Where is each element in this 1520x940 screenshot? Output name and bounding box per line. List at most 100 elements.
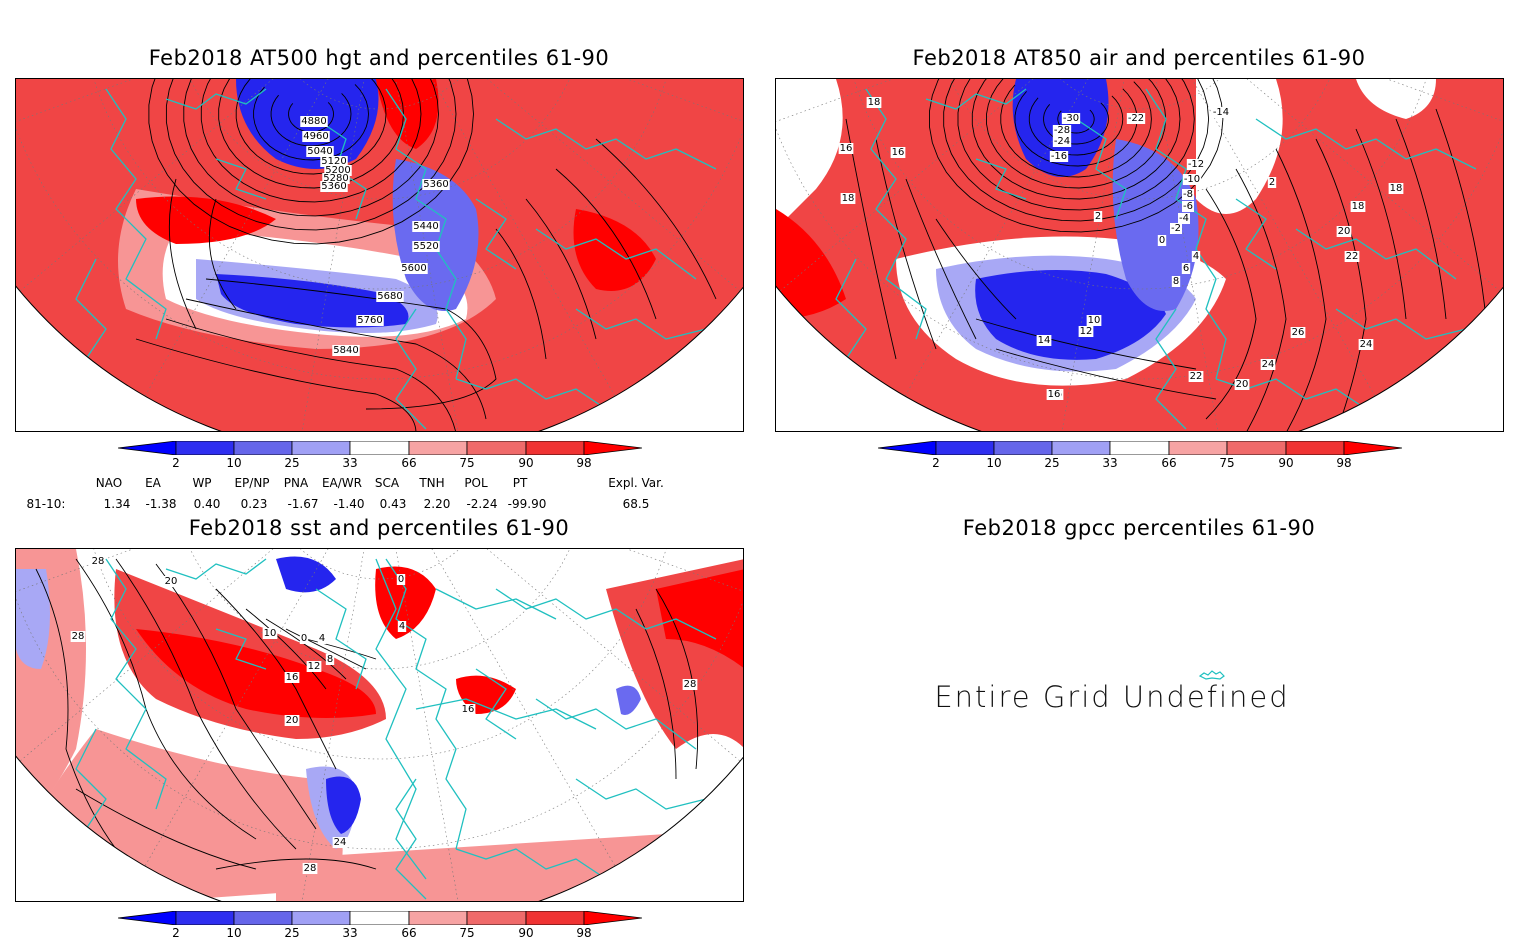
latitude-circle [16, 79, 743, 380]
contour-label: -16 [1051, 151, 1067, 162]
contour-label-bg [284, 672, 300, 683]
teleconnection-value: 68.5 [622, 497, 650, 511]
panel-title-air850: Feb2018 AT850 air and percentiles 61-90 [912, 46, 1366, 70]
colorbar-segment [1168, 440, 1228, 456]
colorbar-tick-label: 25 [1044, 456, 1060, 470]
contour-label: 18 [842, 193, 855, 204]
colorbar-tick-label: 98 [1336, 456, 1352, 470]
contour-label-bg [322, 173, 350, 184]
teleconnection-header: NAO [95, 476, 123, 490]
teleconnection-value: -2.24 [466, 497, 498, 511]
strong-warm-anomaly-pacific-east [656, 569, 743, 669]
contour-label-bg [300, 116, 328, 127]
contour-line [305, 638, 377, 660]
teleconnection-value: -1.67 [287, 497, 319, 511]
contour-label: -4 [1179, 213, 1189, 224]
colorbar-segment [935, 440, 995, 456]
contour-line [1057, 109, 1095, 134]
colorbar-tick-label: 10 [226, 456, 242, 470]
contour-label-bg [1336, 226, 1352, 237]
coastline [395, 308, 427, 430]
teleconnection-header: WP [192, 476, 212, 490]
contour-label: -28 [1054, 125, 1070, 136]
contour-label-bg [1182, 201, 1194, 212]
contour-label: 22 [1190, 371, 1203, 382]
coastline [495, 588, 717, 640]
contour-label: 16 [462, 704, 475, 715]
latitude-circle [929, 79, 1351, 200]
cold-anomaly-atlantic [1112, 139, 1199, 311]
teleconnection-header: EP/NP [234, 476, 270, 490]
contour-label-bg [1182, 174, 1202, 185]
colorbar-sst: 2 10 25 33 66 75 90 98 [117, 910, 643, 940]
contour-label-bg [1191, 251, 1201, 262]
teleconnection-value: 0.40 [193, 497, 221, 511]
contour-label-bg [376, 291, 404, 302]
contour-line [555, 168, 657, 320]
contour-label: 24 [1262, 359, 1275, 370]
colorbar-segment [408, 910, 468, 926]
colorbar-segment [233, 910, 293, 926]
contour-line [655, 588, 699, 770]
contour-line [205, 278, 497, 410]
contour-label: 4960 [303, 131, 328, 142]
contour-label: 5520 [413, 241, 438, 252]
contour-label-bg [1086, 315, 1102, 326]
colorbar-segment [1285, 440, 1345, 456]
contour-label-bg [1234, 379, 1250, 390]
neutral-region-ne [1356, 79, 1436, 119]
contour-label-bg [1211, 107, 1231, 118]
colorbar-segment [525, 440, 585, 456]
contour-label: 0 [1159, 235, 1165, 246]
contour-label: 5600 [401, 263, 426, 274]
contour-label-bg [1260, 359, 1276, 370]
colorbar-segment [1226, 440, 1287, 456]
contour-line [1355, 128, 1407, 320]
contour-line [1235, 168, 1287, 431]
contour-label-bg [325, 654, 335, 665]
contour-line [215, 588, 337, 770]
contour-label-bg [397, 621, 407, 632]
contour-line [168, 178, 197, 330]
colorbar-tick-label: 66 [401, 926, 417, 940]
contour-line [155, 563, 317, 830]
colorbar-tick-label: 33 [342, 456, 358, 470]
coastline [165, 558, 267, 580]
colorbar-arrow-high [583, 910, 643, 926]
colorbar-segment [349, 910, 410, 926]
colorbar-segment [349, 440, 410, 456]
contour-label-bg [1171, 276, 1181, 287]
coastline [215, 158, 267, 200]
contour-label: -2 [1171, 223, 1181, 234]
latitude-circle [169, 549, 591, 670]
contour-line [208, 198, 237, 310]
contour-label-bg [1188, 371, 1204, 382]
contour-label-bg [317, 633, 327, 644]
contour-line [148, 79, 474, 245]
contour-label-bg [1178, 213, 1190, 224]
contour-label-bg [332, 345, 360, 356]
contour-line [165, 318, 457, 431]
coastline [385, 558, 467, 850]
cold-anomaly [975, 270, 1166, 360]
contour-label: 0 [398, 574, 404, 585]
contour-line [215, 858, 377, 870]
contour-label-bg [1186, 159, 1206, 170]
contour-label: 16 [286, 672, 299, 683]
coastline [315, 588, 367, 690]
colorbar-tick-label: 90 [1278, 456, 1294, 470]
contour-label-bg [1049, 151, 1069, 162]
contour-label-bg [262, 628, 278, 639]
contour-line [1435, 108, 1487, 320]
contour-label: 28 [92, 556, 105, 567]
contour-label: 5680 [377, 291, 402, 302]
teleconnection-value: -1.38 [145, 497, 177, 511]
teleconnection-value: 0.23 [240, 497, 268, 511]
meridian-line [379, 79, 616, 397]
colorbar-tick-label: 90 [518, 456, 534, 470]
colorbar-arrow-high [1343, 440, 1403, 456]
latitude-circle [169, 79, 591, 200]
teleconnection-row-label: 81-10: [26, 497, 66, 511]
coastline [375, 558, 427, 880]
contour-label-bg [1358, 339, 1374, 350]
